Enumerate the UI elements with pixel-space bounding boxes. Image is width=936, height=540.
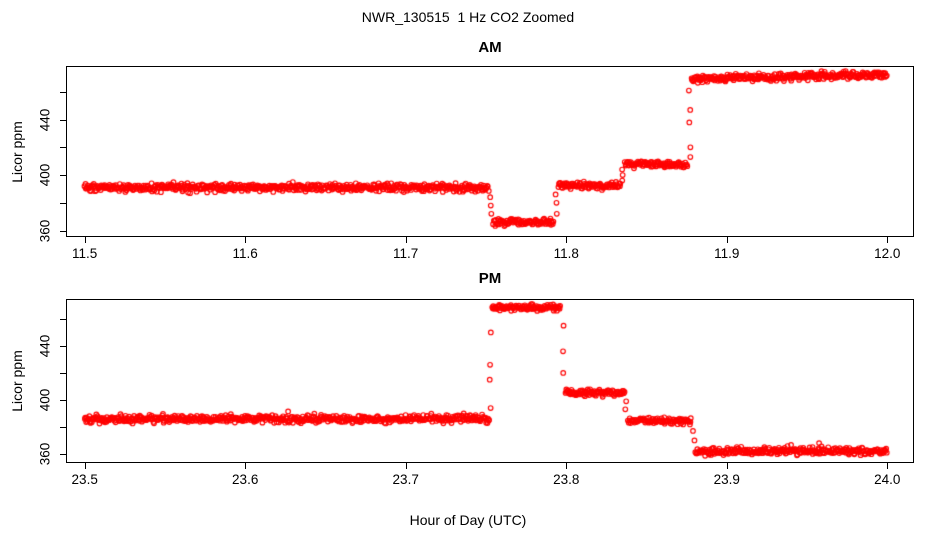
pm-x-tick-label: 24.0 xyxy=(874,472,901,487)
x-axis-label: Hour of Day (UTC) xyxy=(409,512,527,528)
am-x-tick-label: 11.7 xyxy=(393,246,419,261)
am-x-tick-label: 11.8 xyxy=(553,246,579,261)
am-y-tick xyxy=(60,91,66,93)
am-x-tick xyxy=(726,237,728,243)
pm-x-tick-label: 23.6 xyxy=(232,472,259,487)
am-y-tick xyxy=(60,147,66,149)
am-y-tick-label: 360 xyxy=(37,219,53,242)
am-y-tick-label: 400 xyxy=(37,163,53,187)
pm-plot-area xyxy=(66,299,914,463)
pm-y-tick-label: 440 xyxy=(37,334,53,358)
pm-x-tick xyxy=(245,463,247,469)
pm-y-tick xyxy=(60,372,66,374)
pm-x-tick-label: 23.7 xyxy=(392,472,419,487)
am-x-tick-label: 12.0 xyxy=(874,246,901,261)
am-x-tick xyxy=(405,237,407,243)
pm-y-tick xyxy=(60,399,66,401)
am-y-tick xyxy=(60,119,66,121)
pm-x-tick xyxy=(887,463,889,469)
am-x-tick xyxy=(245,237,247,243)
pm-y-tick xyxy=(60,426,66,428)
am-y-tick xyxy=(60,202,66,204)
am-x-tick xyxy=(566,237,568,243)
pm-x-tick-label: 23.5 xyxy=(71,472,98,487)
pm-y-axis-label: Licor ppm xyxy=(9,350,25,412)
pm-x-tick xyxy=(405,463,407,469)
pm-x-tick-label: 23.9 xyxy=(713,472,740,487)
pm-panel-title: PM xyxy=(478,270,502,287)
am-y-tick xyxy=(60,175,66,176)
am-scatter-points xyxy=(67,67,913,236)
pm-x-tick-label: 23.8 xyxy=(553,472,580,487)
am-y-axis-label: Licor ppm xyxy=(9,121,25,183)
am-panel-title: AM xyxy=(478,39,502,56)
pm-y-tick-label: 400 xyxy=(37,388,53,412)
pm-scatter-points xyxy=(67,300,913,462)
am-y-tick-label: 440 xyxy=(37,108,53,131)
am-x-tick-label: 11.6 xyxy=(232,246,258,261)
pm-y-tick-label: 360 xyxy=(37,442,53,466)
pm-x-tick xyxy=(84,463,86,469)
am-x-tick-label: 11.5 xyxy=(72,246,98,261)
pm-x-tick xyxy=(726,463,728,469)
am-x-tick-label: 11.9 xyxy=(714,246,740,261)
am-x-tick xyxy=(887,237,889,243)
pm-x-tick xyxy=(566,463,568,469)
am-y-tick xyxy=(60,230,66,232)
am-x-tick xyxy=(84,237,86,243)
chart-title: NWR_130515 1 Hz CO2 Zoomed xyxy=(361,9,575,25)
am-plot-area xyxy=(66,66,914,237)
pm-y-tick xyxy=(60,345,66,347)
pm-y-tick xyxy=(60,318,66,320)
pm-y-tick xyxy=(60,453,66,455)
